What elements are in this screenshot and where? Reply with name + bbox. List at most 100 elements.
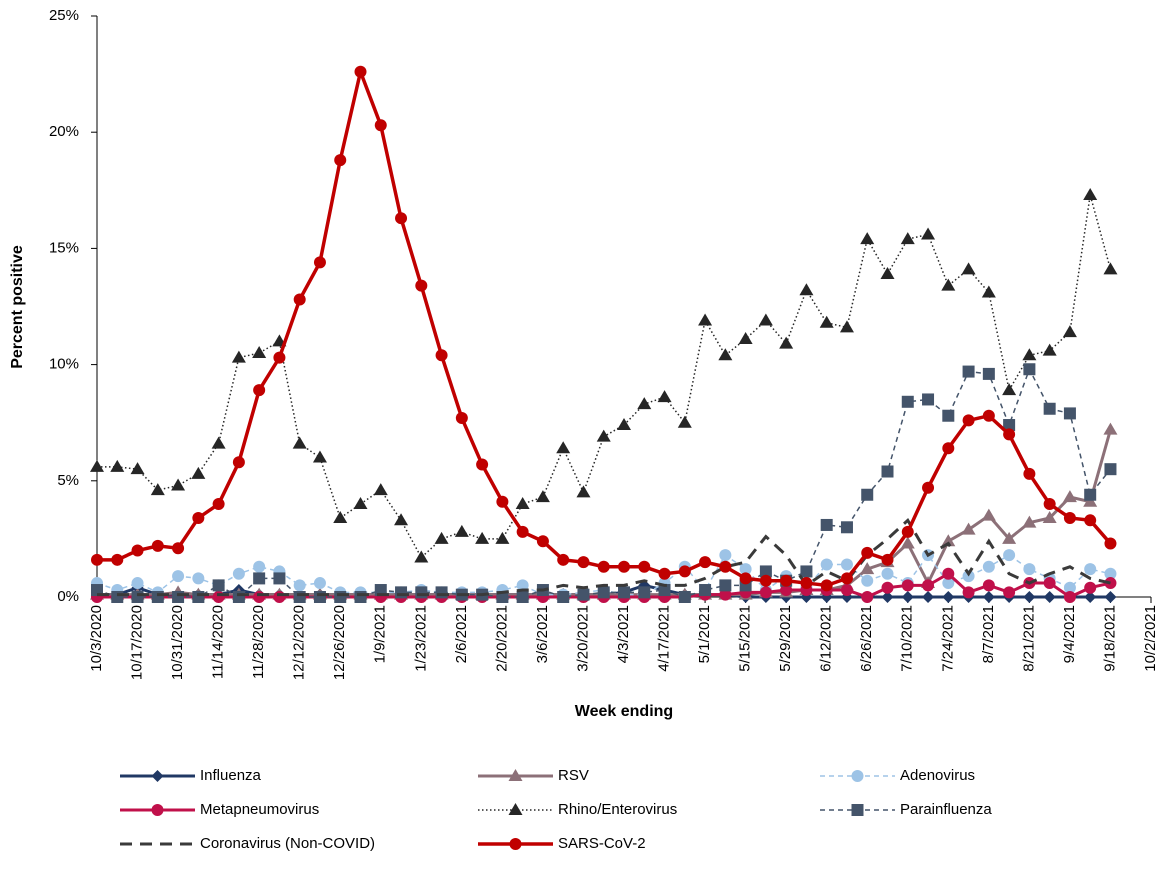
data-point: [820, 579, 833, 592]
data-point: [1103, 422, 1118, 435]
data-point: [759, 574, 772, 587]
data-point: [516, 525, 529, 538]
data-point: [556, 441, 571, 454]
data-point: [596, 429, 611, 442]
data-point: [677, 415, 692, 428]
legend-label: Influenza: [200, 767, 262, 784]
data-point: [192, 572, 205, 585]
data-point: [942, 442, 955, 455]
data-point: [962, 586, 975, 599]
data-point: [1104, 591, 1117, 603]
data-point: [1043, 591, 1056, 603]
data-point: [1043, 498, 1056, 511]
data-point: [942, 567, 955, 580]
legend-label: Rhino/Enterovirus: [558, 801, 677, 818]
data-point: [758, 313, 773, 326]
legend-marker: [851, 804, 864, 816]
x-tick-label: 10/17/2020: [129, 605, 146, 680]
data-point: [192, 511, 205, 524]
data-point: [231, 350, 246, 363]
data-point: [131, 577, 144, 590]
data-point: [779, 336, 794, 349]
data-point: [111, 553, 124, 566]
data-point: [394, 513, 409, 526]
data-point: [1063, 591, 1076, 603]
data-point: [981, 285, 996, 298]
data-point: [860, 562, 875, 575]
data-point: [1043, 577, 1056, 590]
legend-label: Coronavirus (Non-COVID): [200, 835, 375, 852]
data-point: [1084, 581, 1097, 594]
data-point: [881, 581, 894, 594]
data-point: [313, 591, 326, 603]
data-point: [313, 577, 326, 590]
data-point: [1042, 510, 1057, 523]
data-point: [881, 591, 894, 603]
data-point: [172, 542, 185, 555]
data-point: [1104, 463, 1117, 476]
data-point: [799, 283, 814, 296]
data-point: [1003, 428, 1016, 441]
data-point: [942, 591, 955, 603]
data-point: [1003, 549, 1016, 562]
data-point: [942, 577, 955, 590]
data-point: [293, 293, 306, 306]
data-point: [922, 579, 935, 592]
data-point: [395, 212, 408, 225]
data-point: [597, 560, 610, 573]
data-point: [171, 478, 186, 491]
data-point: [759, 565, 772, 578]
y-tick-label: 0%: [57, 588, 79, 605]
data-point: [395, 586, 408, 599]
data-point: [253, 572, 266, 585]
data-point: [253, 384, 266, 397]
data-point: [861, 546, 874, 559]
data-point: [861, 591, 874, 603]
data-point: [475, 531, 490, 544]
data-point: [1063, 511, 1076, 524]
legend-marker: [151, 804, 164, 816]
data-point: [91, 584, 103, 597]
data-point: [597, 586, 610, 599]
data-point: [211, 436, 226, 449]
data-point: [819, 315, 834, 328]
data-point: [739, 563, 752, 576]
data-point: [982, 591, 995, 603]
data-point: [1104, 567, 1117, 580]
data-point: [780, 574, 793, 587]
data-point: [961, 522, 976, 535]
data-point: [881, 567, 894, 580]
data-point: [840, 558, 853, 571]
data-point: [232, 567, 245, 580]
data-point: [699, 584, 712, 597]
data-point: [191, 466, 206, 479]
data-point: [334, 154, 347, 167]
legend-label: SARS-CoV-2: [558, 835, 646, 852]
data-point: [1023, 467, 1036, 480]
data-point: [292, 436, 307, 449]
series-line: [97, 194, 1112, 559]
y-tick-label: 25%: [49, 7, 79, 24]
data-point: [982, 409, 995, 422]
data-point: [212, 591, 225, 603]
data-point: [293, 579, 306, 592]
data-point: [273, 351, 286, 364]
data-point: [861, 574, 874, 587]
data-point: [1003, 419, 1016, 432]
x-tick-label: 11/28/2020: [250, 605, 267, 679]
x-tick-label: 9/18/2021: [1101, 605, 1118, 672]
data-point: [1062, 490, 1077, 503]
data-point: [334, 591, 347, 603]
x-tick-label: 1/9/2021: [372, 605, 389, 663]
data-point: [718, 348, 733, 361]
data-point: [516, 591, 529, 603]
x-tick-label: 5/29/2021: [777, 605, 794, 672]
legend-label: Parainfluenza: [900, 801, 992, 818]
data-point: [434, 531, 449, 544]
x-tick-label: 10/2/2021: [1142, 605, 1159, 672]
data-point: [922, 591, 935, 603]
data-point: [131, 544, 144, 557]
x-tick-label: 12/12/2020: [291, 605, 308, 680]
data-point: [982, 579, 995, 592]
